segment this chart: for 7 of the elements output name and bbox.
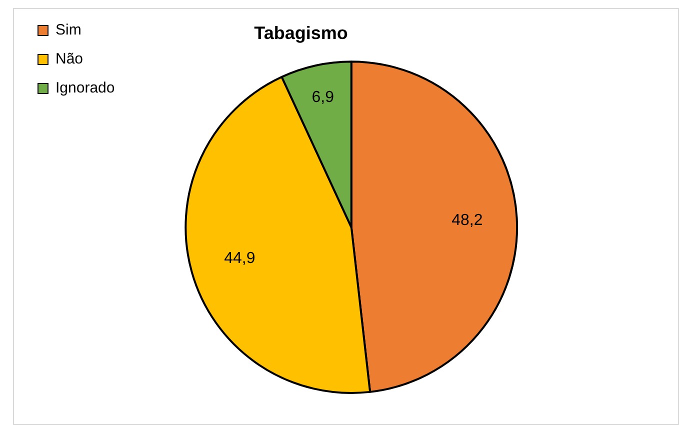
legend-label: Ignorado [56,80,115,97]
legend-label: Sim [56,22,82,39]
data-label: 6,9 [312,89,334,106]
legend-label: Não [56,50,84,68]
chart-title: Tabagismo [254,22,348,43]
data-label: 44,9 [224,250,256,268]
data-label: 48,2 [452,212,483,230]
